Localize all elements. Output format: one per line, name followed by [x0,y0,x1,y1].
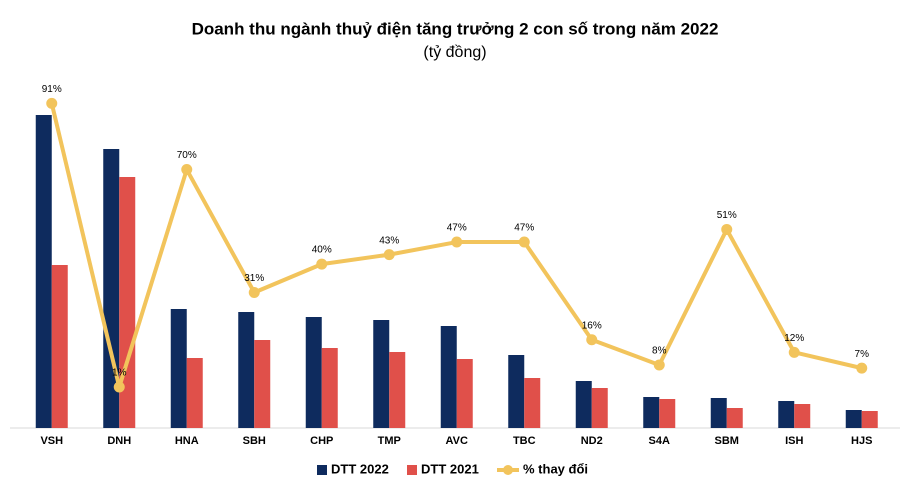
x-tick-label: HJS [851,435,872,447]
bar [794,404,811,428]
legend-symbol [317,465,327,475]
legend-label: DTT 2022 [331,461,389,476]
chart-subtitle: (tỷ đồng) [423,44,486,61]
bar [35,115,52,428]
x-tick-label: S4A [649,435,670,447]
legend-label: % thay đổi [523,461,588,476]
data-label: 43% [379,235,399,246]
line-point [721,223,733,235]
x-tick-label: AVC [446,435,468,447]
line-point [586,334,598,346]
data-label: 1% [112,368,127,379]
bar [591,388,608,428]
line-point [248,286,260,298]
bar [51,265,68,428]
line-point [451,236,463,248]
line-point [653,359,665,371]
x-tick-label: SBM [715,435,739,447]
bar [845,410,862,428]
x-tick-label: HNA [175,435,199,447]
bar [524,378,541,428]
data-label: 51% [717,210,737,221]
line-point [856,362,868,374]
line-point [113,381,125,393]
bar [389,352,406,428]
data-label: 47% [514,223,534,234]
bar [575,381,592,428]
legend-item: DTT 2021 [407,461,479,476]
bar [643,397,660,428]
bar [119,177,136,428]
x-tick-label: TBC [513,435,536,447]
bar [170,309,187,428]
line-point [316,258,328,270]
line-point [46,97,58,109]
data-label: 8% [652,346,667,357]
legend-label: DTT 2021 [421,461,479,476]
x-tick-label: CHP [310,435,333,447]
bar [186,358,203,428]
bar [726,408,743,428]
bar [508,355,525,428]
line-point [383,249,395,261]
data-label: 16% [582,320,602,331]
data-label: 31% [244,273,264,284]
bar [238,312,255,428]
bar [659,399,676,428]
bar [456,359,473,428]
x-tick-label: ISH [785,435,803,447]
data-label: 12% [784,333,804,344]
x-tick-label: ND2 [581,435,603,447]
data-label: 47% [447,223,467,234]
bar [778,401,795,428]
line-point [518,236,530,248]
bar [710,398,727,428]
bar [254,340,271,428]
data-label: 40% [312,245,332,256]
legend-item: % thay đổi [497,461,588,476]
data-label: 7% [855,349,870,360]
bar [861,411,878,428]
x-tick-label: DNH [107,435,131,447]
chart-title: Doanh thu ngành thuỷ điện tăng trưởng 2 … [192,19,719,38]
legend-symbol [407,465,417,475]
x-tick-label: TMP [378,435,401,447]
x-tick-label: SBH [243,435,266,447]
data-label: 70% [177,150,197,161]
bar [103,149,120,428]
x-tick-label: VSH [40,435,63,447]
data-label: 91% [42,84,62,95]
legend-item: DTT 2022 [317,461,389,476]
bar [373,320,390,428]
line-point [181,164,193,176]
line-point [788,346,800,358]
bar [305,317,322,428]
bar [321,348,338,428]
bar [440,326,457,428]
legend-symbol [503,465,513,475]
